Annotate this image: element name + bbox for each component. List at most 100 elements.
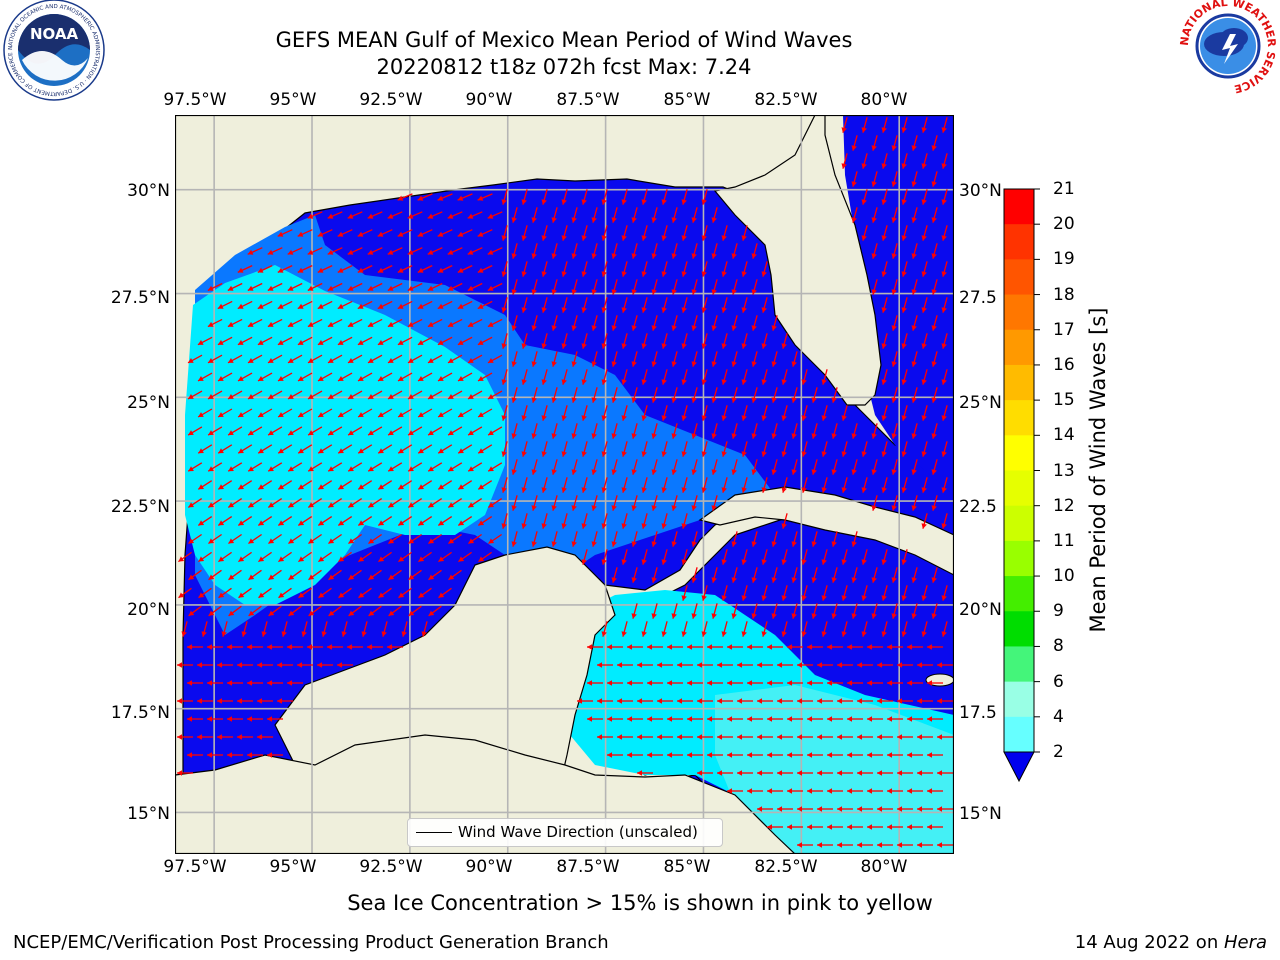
wind-wave-arrow <box>521 297 528 313</box>
wind-wave-arrow <box>641 405 648 421</box>
wind-wave-arrow <box>531 207 538 223</box>
wind-wave-arrow <box>631 387 638 403</box>
lon-label-top: 95°W <box>269 90 317 110</box>
wind-wave-arrow <box>931 603 938 619</box>
wind-wave-arrow <box>861 189 868 205</box>
lat-label-right: 17.5 <box>959 703 997 723</box>
wind-wave-arrow <box>721 441 728 457</box>
wind-wave-arrow <box>867 788 883 794</box>
wind-wave-arrow <box>617 734 633 740</box>
wind-wave-arrow <box>341 621 348 637</box>
wind-wave-arrow <box>197 408 213 418</box>
wind-wave-arrow <box>177 698 193 704</box>
wind-wave-arrow <box>631 351 638 367</box>
wind-wave-arrow <box>867 716 883 722</box>
wind-wave-arrow <box>258 587 272 599</box>
wind-wave-arrow <box>551 207 558 223</box>
wind-wave-arrow <box>751 603 758 619</box>
wind-wave-arrow <box>707 680 723 686</box>
wind-wave-arrow <box>797 842 813 848</box>
wind-wave-arrow <box>901 441 908 457</box>
wind-wave-arrow <box>687 680 703 686</box>
wind-wave-arrow <box>931 171 938 187</box>
wind-wave-arrow <box>661 405 668 421</box>
wind-wave-arrow <box>651 315 658 331</box>
wind-wave-arrow <box>297 516 313 526</box>
wind-wave-arrow <box>387 390 403 400</box>
wind-wave-arrow <box>337 336 353 346</box>
wind-wave-arrow <box>741 585 748 601</box>
wind-wave-arrow <box>701 621 708 637</box>
wind-wave-arrow <box>881 153 888 169</box>
wind-wave-arrow <box>487 247 503 255</box>
wind-wave-arrow <box>621 369 628 385</box>
wind-wave-arrow <box>407 498 423 508</box>
wind-wave-arrow <box>881 297 888 313</box>
wind-wave-arrow <box>611 495 618 511</box>
wind-wave-arrow <box>637 698 653 704</box>
wind-wave-arrow <box>541 189 548 205</box>
wind-wave-arrow <box>348 605 362 617</box>
wind-wave-arrow <box>721 333 728 349</box>
wind-wave-arrow <box>237 444 253 454</box>
wind-wave-arrow <box>901 297 908 313</box>
wind-wave-arrow <box>398 587 412 599</box>
wind-wave-arrow <box>801 405 808 421</box>
wind-wave-arrow <box>227 390 243 400</box>
wind-wave-arrow <box>308 605 322 617</box>
wind-wave-arrow <box>937 806 953 812</box>
wind-wave-arrow <box>281 621 288 637</box>
wind-wave-arrow <box>721 585 728 601</box>
wind-wave-arrow <box>941 297 948 313</box>
wind-wave-arrow <box>277 372 293 382</box>
wind-wave-arrow <box>531 387 538 403</box>
wind-wave-arrow <box>467 354 483 364</box>
wind-wave-arrow <box>177 662 193 668</box>
wind-wave-arrow <box>827 716 843 722</box>
lon-label-bottom: 97.5°W <box>163 857 227 877</box>
wind-wave-arrow <box>541 333 548 349</box>
wind-wave-arrow <box>861 117 868 133</box>
wind-wave-arrow <box>407 462 423 472</box>
lat-label-right: 30°N <box>959 181 1002 201</box>
colorbar-segment <box>1004 364 1034 401</box>
lat-label-right: 25°N <box>959 393 1002 413</box>
wind-wave-arrow <box>358 551 372 563</box>
wind-wave-arrow <box>681 297 688 313</box>
wind-wave-arrow <box>827 788 843 794</box>
wind-wave-arrow <box>941 585 948 601</box>
colorbar-tick-label: 15 <box>1053 390 1075 411</box>
wind-wave-arrow <box>767 752 783 758</box>
wind-wave-arrow <box>477 480 493 490</box>
wind-wave-arrow <box>931 495 938 511</box>
wind-wave-arrow <box>267 354 283 364</box>
wind-wave-arrow <box>347 462 363 472</box>
wind-wave-arrow <box>661 225 668 241</box>
wind-wave-arrow <box>611 207 618 223</box>
wind-wave-arrow <box>751 531 758 547</box>
wind-wave-arrow <box>571 459 578 475</box>
wind-wave-arrow <box>637 734 653 740</box>
wind-wave-arrow <box>937 770 953 776</box>
wind-wave-arrow <box>917 698 933 704</box>
wind-wave-arrow <box>438 551 452 563</box>
wind-wave-arrow <box>811 459 818 475</box>
wind-wave-arrow <box>591 495 598 511</box>
wind-wave-arrow <box>347 354 363 364</box>
wind-wave-arrow <box>741 441 748 457</box>
wind-wave-arrow <box>671 531 678 547</box>
wind-wave-arrow <box>267 680 283 686</box>
colorbar-tick-label: 9 <box>1053 601 1064 622</box>
wind-wave-arrow <box>641 225 648 241</box>
wind-wave-arrow <box>791 423 798 439</box>
wind-wave-arrow <box>531 243 538 259</box>
wind-wave-arrow <box>597 734 613 740</box>
sea-ice-note: Sea Ice Concentration > 15% is shown in … <box>347 891 933 915</box>
wind-wave-arrow <box>307 498 323 508</box>
wind-wave-arrow <box>621 621 628 637</box>
wind-wave-arrow <box>741 405 748 421</box>
wind-wave-arrow <box>881 333 888 349</box>
wind-wave-arrow <box>651 387 658 403</box>
wind-wave-arrow <box>691 423 698 439</box>
wind-wave-arrow <box>827 824 843 830</box>
